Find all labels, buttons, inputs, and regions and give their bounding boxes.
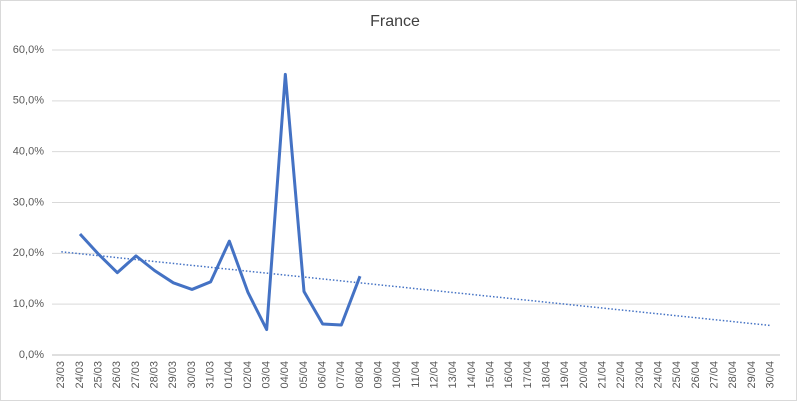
x-tick-label: 03/04 <box>261 361 273 389</box>
x-tick-label: 25/04 <box>671 361 683 389</box>
x-tick-label: 29/04 <box>746 361 758 389</box>
y-tick-label: 50,0% <box>13 95 44 107</box>
data-line <box>78 72 362 332</box>
x-tick-label: 16/04 <box>503 361 515 389</box>
x-tick-label: 13/04 <box>447 361 459 389</box>
x-tick-label: 31/03 <box>205 361 217 389</box>
y-tick-label: 40,0% <box>13 146 44 158</box>
x-tick-label: 20/04 <box>578 361 590 389</box>
x-tick-label: 22/04 <box>615 361 627 389</box>
x-tick-label: 21/04 <box>597 361 609 389</box>
x-tick-label: 26/03 <box>111 361 123 389</box>
y-tick-label: 60,0% <box>13 44 44 56</box>
chart-title: France <box>370 13 420 30</box>
x-tick-label: 07/04 <box>335 361 347 389</box>
x-tick-label: 29/03 <box>167 361 179 389</box>
x-tick-label: 28/03 <box>149 361 161 389</box>
x-tick-label: 26/04 <box>690 361 702 389</box>
x-tick-label: 30/04 <box>765 361 777 389</box>
x-tick-label: 23/03 <box>55 361 67 389</box>
x-tick-label: 10/04 <box>391 361 403 389</box>
x-tick-label: 05/04 <box>298 361 310 389</box>
x-tick-label: 28/04 <box>727 361 739 389</box>
x-tick-label: 27/04 <box>709 361 721 389</box>
x-tick-label: 15/04 <box>485 361 497 389</box>
x-tick-label: 02/04 <box>242 361 254 389</box>
x-tick-label: 11/04 <box>410 361 422 388</box>
x-tick-label: 14/04 <box>466 361 478 389</box>
x-tick-label: 25/03 <box>93 361 105 389</box>
y-tick-label: 30,0% <box>13 196 44 208</box>
y-tick-label: 10,0% <box>13 298 44 310</box>
x-tick-label: 17/04 <box>522 361 534 389</box>
x-tick-label: 30/03 <box>186 361 198 389</box>
x-tick-label: 08/04 <box>354 361 366 389</box>
y-tick-label: 0,0% <box>19 349 44 361</box>
x-tick-label: 23/04 <box>634 361 646 389</box>
x-tick-label: 12/04 <box>429 361 441 389</box>
x-tick-label: 01/04 <box>223 361 235 389</box>
x-tick-label: 24/03 <box>74 361 86 389</box>
y-tick-label: 20,0% <box>13 247 44 259</box>
x-tick-label: 04/04 <box>279 361 291 389</box>
x-tick-label: 18/04 <box>541 361 553 389</box>
x-tick-label: 24/04 <box>653 361 665 389</box>
x-tick-label: 09/04 <box>373 361 385 389</box>
x-tick-label: 19/04 <box>559 361 571 389</box>
x-tick-label: 27/03 <box>130 361 142 389</box>
x-tick-label: 06/04 <box>317 361 329 389</box>
